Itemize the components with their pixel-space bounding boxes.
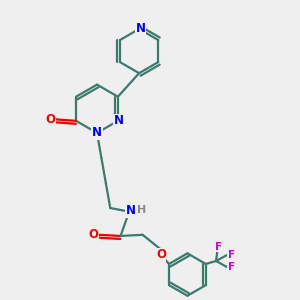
Text: F: F	[228, 250, 235, 260]
Text: N: N	[113, 114, 124, 127]
Text: O: O	[156, 248, 166, 261]
Text: H: H	[137, 206, 147, 215]
Text: N: N	[126, 205, 136, 218]
Text: F: F	[228, 262, 235, 272]
Text: F: F	[215, 242, 223, 252]
Text: N: N	[92, 126, 102, 140]
Text: O: O	[45, 113, 55, 126]
Text: N: N	[136, 22, 146, 35]
Text: O: O	[88, 228, 98, 241]
